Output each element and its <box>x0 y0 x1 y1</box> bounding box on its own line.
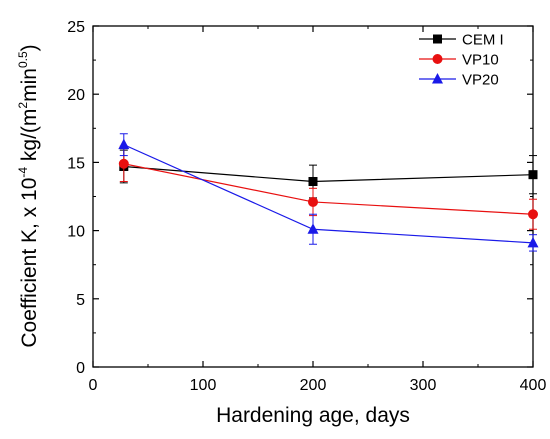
legend: CEM I VP10 VP20 <box>419 32 504 89</box>
x-axis-label: Hardening age, days <box>216 404 410 427</box>
data-point-vp10-0 <box>118 158 129 169</box>
x-tick-label-300: 300 <box>410 377 437 394</box>
data-point-vp10-2 <box>528 209 538 220</box>
data-point-vp20-2 <box>527 236 539 248</box>
legend-label-cem-i: CEM I <box>462 32 504 49</box>
series-vp20 <box>118 133 539 252</box>
y-tick-label-15: 15 <box>67 155 85 172</box>
y-axis-label-mid2: min <box>18 68 41 102</box>
y-axis-label-exp1: -4 <box>16 167 30 178</box>
series-cem-i <box>119 149 538 199</box>
data-point-cem-i-2 <box>528 170 538 180</box>
legend-marker-cem-i <box>433 34 442 44</box>
data-point-vp20-0 <box>118 138 130 150</box>
legend-label-vp10: VP10 <box>462 52 499 69</box>
series-layer <box>118 133 539 252</box>
y-axis-label-prefix: Coefficient K, x 10 <box>18 178 41 348</box>
y-axis-label-suffix: ) <box>18 44 41 51</box>
y-tick-label-20: 20 <box>67 87 85 104</box>
legend-label-vp20: VP20 <box>462 72 499 89</box>
y-axis-label-exp3: 0.5 <box>16 51 30 68</box>
series-line-cem-i <box>123 165 534 183</box>
y-tick-label-5: 5 <box>76 292 85 309</box>
y-tick-label-0: 0 <box>76 360 85 377</box>
x-axis: 0 100 200 300 400 <box>89 26 547 394</box>
y-axis-label: Coefficient K, x 10-4 kg/(m2min0.5) <box>16 44 41 347</box>
y-tick-label-25: 25 <box>67 19 85 36</box>
legend-marker-vp20 <box>432 73 443 84</box>
data-point-vp10-1 <box>308 196 318 207</box>
data-point-vp20-1 <box>307 223 319 234</box>
legend-marker-vp10 <box>432 54 443 64</box>
data-point-cem-i-1 <box>308 176 318 186</box>
x-tick-label-0: 0 <box>89 377 98 394</box>
x-tick-label-200: 200 <box>300 377 327 394</box>
x-tick-label-100: 100 <box>190 377 217 394</box>
y-axis-label-exp2: 2 <box>16 102 30 109</box>
y-axis: 0 5 10 15 20 25 <box>67 19 533 377</box>
x-tick-label-400: 400 <box>520 377 547 394</box>
series-vp10 <box>118 145 538 230</box>
series-line-vp20 <box>123 144 534 244</box>
y-tick-label-10: 10 <box>67 224 85 241</box>
y-axis-label-mid: kg/(m <box>18 109 41 167</box>
